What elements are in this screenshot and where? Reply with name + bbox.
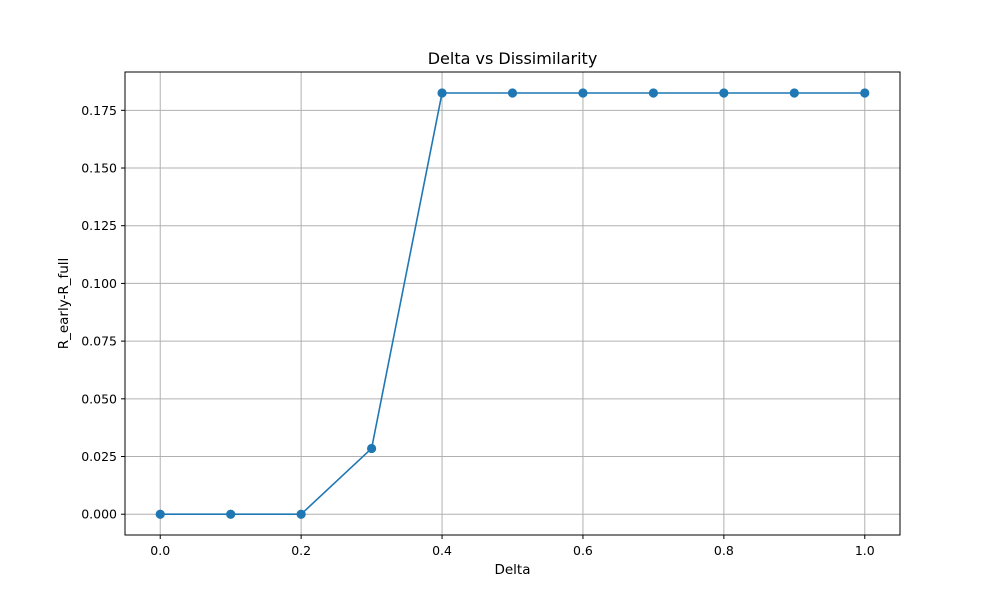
data-point	[648, 88, 659, 98]
data-point	[719, 88, 729, 98]
x-axis-label: Delta	[494, 562, 530, 578]
data-point	[155, 509, 165, 519]
y-axis-ticks: 0.000 0.025 0.050 0.075 0.100 0.125 0.150 0.175	[81, 103, 125, 522]
x-tick-label: 1.0	[855, 543, 875, 558]
y-tick-label: 0.050	[81, 391, 117, 406]
y-tick-label: 0.000	[81, 507, 117, 522]
series-line	[160, 92, 865, 516]
data-point	[789, 88, 799, 98]
x-tick-label: 0.6	[573, 543, 593, 558]
data-point	[860, 88, 870, 98]
data-point	[578, 88, 588, 98]
chart-title: Delta vs Dissimilarity	[428, 49, 598, 68]
data-point	[366, 443, 377, 454]
y-tick-label: 0.025	[81, 449, 117, 464]
x-axis-ticks: 0.0 0.2 0.4 0.6 0.8 1.0	[150, 535, 875, 558]
y-tick-label: 0.125	[81, 218, 117, 233]
data-point	[226, 509, 236, 519]
y-tick-label: 0.075	[81, 334, 117, 349]
x-tick-label: 0.2	[291, 543, 311, 558]
y-axis-label: R_early-R_full	[56, 258, 72, 350]
y-tick-label: 0.150	[81, 161, 117, 176]
x-tick-label: 0.0	[150, 543, 170, 558]
x-tick-label: 0.4	[432, 543, 452, 558]
data-point	[507, 88, 518, 98]
series-layer	[155, 88, 870, 519]
y-tick-label: 0.100	[81, 276, 117, 291]
x-tick-label: 0.8	[714, 543, 734, 558]
plot-frame	[124, 71, 901, 536]
data-point	[296, 509, 306, 519]
grid	[125, 72, 900, 535]
y-tick-label: 0.175	[81, 103, 117, 118]
data-point	[437, 88, 447, 98]
